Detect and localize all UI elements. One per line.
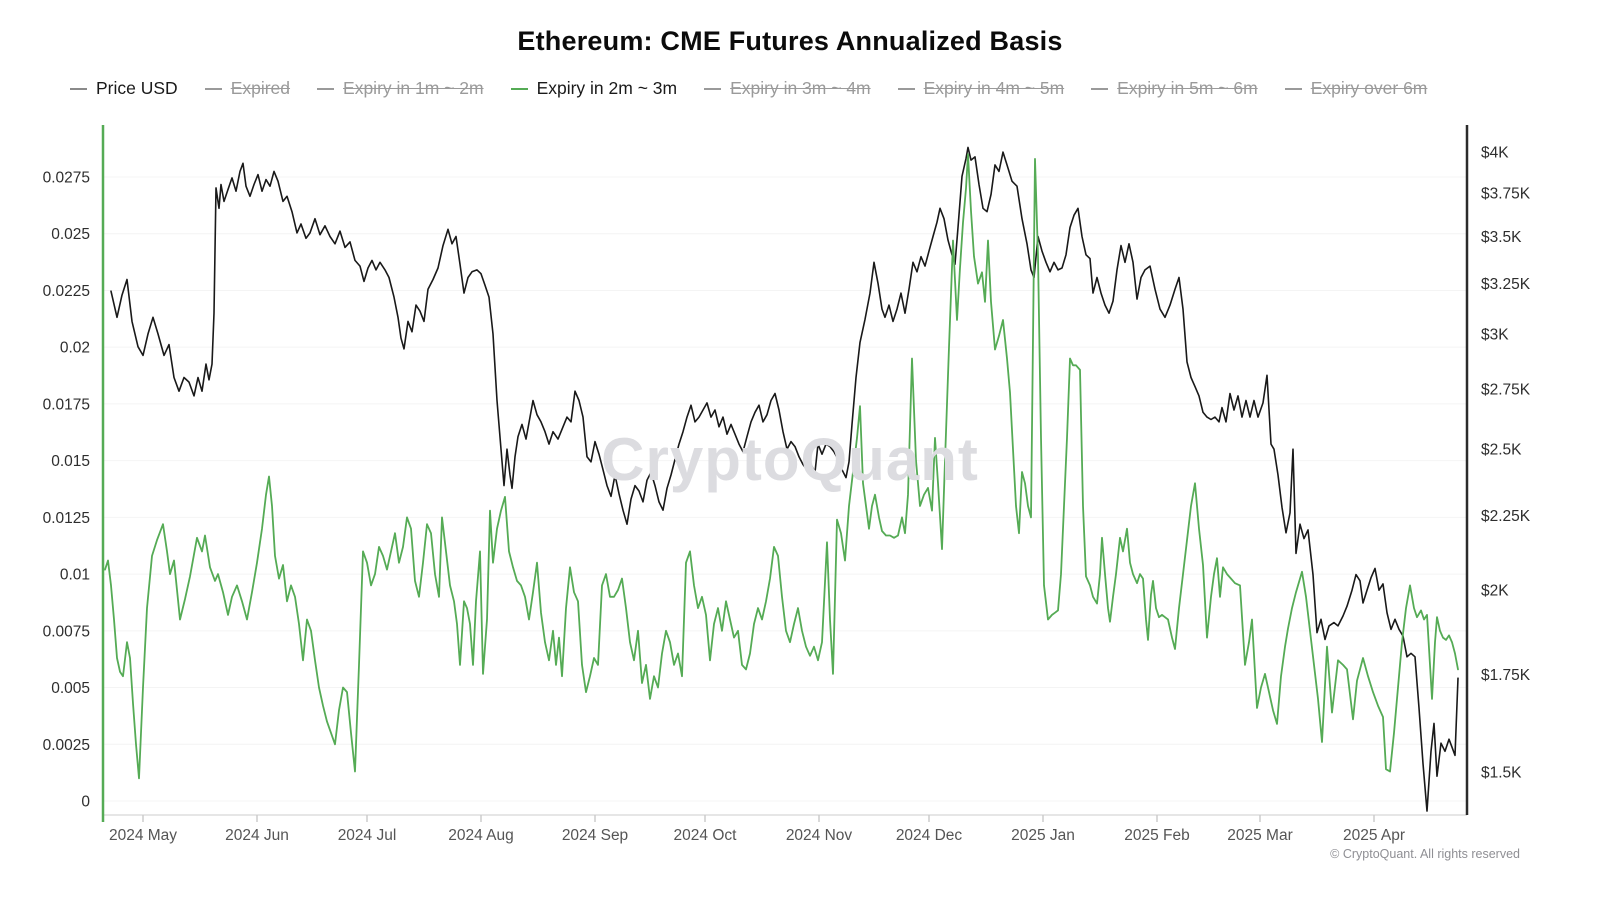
legend-item-expiry-in-3m-4m[interactable]: Expiry in 3m ~ 4m bbox=[704, 78, 871, 99]
legend-item-label: Expiry in 3m ~ 4m bbox=[730, 78, 871, 98]
x-tick-label: 2025 Jan bbox=[1011, 827, 1075, 844]
right-axis-tick-label: $3K bbox=[1481, 326, 1509, 343]
x-tick-label: 2025 Feb bbox=[1124, 827, 1190, 844]
left-axis-tick-label: 0.0125 bbox=[43, 510, 90, 527]
left-axis-tick-label: 0.0025 bbox=[43, 737, 90, 754]
left-axis-tick-label: 0.025 bbox=[51, 226, 90, 243]
legend-dash-icon bbox=[1284, 87, 1302, 90]
right-axis-tick-label: $3.5K bbox=[1481, 229, 1522, 246]
legend-item-label: Price USD bbox=[96, 78, 178, 98]
x-tick-label: 2024 Aug bbox=[448, 827, 514, 844]
legend-item-label: Expired bbox=[230, 78, 291, 98]
price-usd-line bbox=[110, 146, 1459, 812]
x-tick-label: 2025 Apr bbox=[1343, 827, 1405, 844]
right-axis-tick-label: $3.75K bbox=[1481, 185, 1531, 202]
legend-item-expiry-in-4m-5m[interactable]: Expiry in 4m ~ 5m bbox=[897, 78, 1065, 99]
legend-item-label: Expiry in 5m ~ 6m bbox=[1117, 78, 1258, 98]
right-axis-tick-label: $1.75K bbox=[1481, 667, 1531, 684]
left-axis-tick-label: 0.01 bbox=[60, 567, 90, 584]
legend-item-expired[interactable]: Expired bbox=[204, 78, 291, 99]
legend-item-expiry-over-6m[interactable]: Expiry over 6m bbox=[1284, 78, 1428, 99]
x-tick-label: 2024 Sep bbox=[562, 827, 628, 844]
left-axis-tick-label: 0.0225 bbox=[43, 283, 90, 300]
legend-item-label: Expiry in 4m ~ 5m bbox=[923, 78, 1065, 98]
legend-item-label: Expiry in 2m ~ 3m bbox=[536, 78, 678, 98]
left-axis-tick-label: 0.0275 bbox=[43, 170, 90, 187]
legend-item-label: Expiry in 1m ~ 2m bbox=[343, 78, 484, 98]
copyright-notice: © CryptoQuant. All rights reserved bbox=[1330, 847, 1520, 861]
left-axis-tick-label: 0.0175 bbox=[43, 396, 90, 413]
right-axis-tick-label: $1.5K bbox=[1481, 765, 1522, 782]
right-axis-tick-label: $2.5K bbox=[1481, 442, 1522, 459]
page-title: Ethereum: CME Futures Annualized Basis bbox=[517, 26, 1063, 56]
left-axis-tick-label: 0.02 bbox=[60, 340, 90, 357]
left-axis-tick-label: 0.0075 bbox=[43, 623, 90, 640]
right-axis-tick-label: $2K bbox=[1481, 583, 1509, 600]
legend-dash-icon bbox=[510, 87, 528, 90]
left-axis-tick-label: 0 bbox=[81, 794, 90, 811]
left-axis-tick-label: 0.015 bbox=[51, 453, 90, 470]
x-tick-label: 2024 Jul bbox=[338, 827, 397, 844]
legend-dash-icon bbox=[317, 87, 335, 90]
expiry-2m-3m-line bbox=[104, 153, 1459, 780]
right-axis-tick-label: $2.75K bbox=[1481, 381, 1531, 398]
legend-dash-icon bbox=[70, 87, 87, 90]
legend-dash-icon bbox=[1091, 87, 1109, 90]
legend-dash-icon bbox=[204, 87, 222, 90]
legend-dash-icon bbox=[704, 87, 722, 90]
x-tick-label: 2024 Oct bbox=[674, 827, 738, 844]
right-axis-tick-label: $2.25K bbox=[1481, 508, 1531, 525]
right-axis-tick-label: $3.25K bbox=[1481, 276, 1531, 293]
x-tick-label: 2025 Mar bbox=[1227, 827, 1292, 844]
x-tick-label: 2024 Jun bbox=[225, 827, 289, 844]
legend-item-expiry-in-1m-2m[interactable]: Expiry in 1m ~ 2m bbox=[317, 78, 484, 99]
legend-item-expiry-in-2m-3m[interactable]: Expiry in 2m ~ 3m bbox=[510, 78, 678, 99]
x-tick-label: 2024 Nov bbox=[786, 827, 853, 844]
legend-item-expiry-in-5m-6m[interactable]: Expiry in 5m ~ 6m bbox=[1091, 78, 1258, 99]
left-axis-tick-label: 0.005 bbox=[51, 680, 90, 697]
legend-item-label: Expiry over 6m bbox=[1310, 78, 1428, 98]
legend: Price USD Expired Expiry in 1m ~ 2m Expiry … bbox=[70, 78, 1530, 99]
x-tick-label: 2024 May bbox=[109, 827, 177, 844]
right-axis-tick-label: $4K bbox=[1481, 145, 1509, 162]
legend-item-price-usd[interactable]: Price USD bbox=[70, 78, 178, 99]
legend-dash-icon bbox=[897, 87, 915, 90]
x-tick-label: 2024 Dec bbox=[896, 827, 963, 844]
